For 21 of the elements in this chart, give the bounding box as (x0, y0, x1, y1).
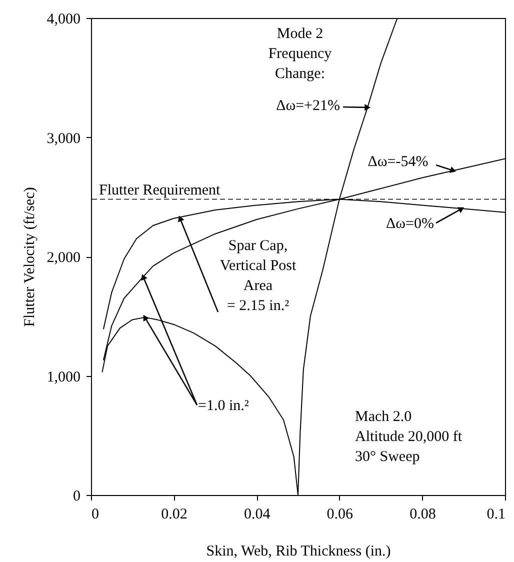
x-tick-label: 0 (92, 506, 99, 522)
x-axis-title: Skin, Web, Rib Thickness (in.) (206, 544, 391, 560)
x-tick-label: 0.1 (486, 506, 506, 522)
annotation: Spar Cap, Vertical Post Area = 2.15 in.² (220, 238, 297, 314)
x-tick-label: 0.02 (161, 506, 188, 522)
annotation: Δω=+21% (276, 98, 340, 114)
y-tick-label: 0 (73, 488, 80, 504)
x-tick-label: 0.04 (244, 506, 271, 522)
ref-line-label: Flutter Requirement (99, 182, 222, 198)
y-tick-label: 1,000 (46, 369, 80, 386)
annotation: Mach 2.0 Altitude 20,000 ft 30° Sweep (355, 409, 463, 465)
y-tick-label: 2,000 (46, 250, 80, 266)
y-tick-label: 4,000 (46, 12, 80, 28)
x-tick-label: 0.08 (410, 506, 436, 522)
y-tick-label: 3,000 (46, 130, 80, 147)
annotation: Δω=-54% (368, 154, 428, 170)
annotation: Mode 2 Frequency Change: (268, 26, 332, 82)
y-axis-title: Flutter Velocity (ft/sec) (22, 187, 38, 327)
annotation: Δω=0% (386, 216, 434, 232)
x-tick-label: 0.06 (326, 506, 354, 522)
annotation: =1.0 in.² (198, 398, 250, 414)
